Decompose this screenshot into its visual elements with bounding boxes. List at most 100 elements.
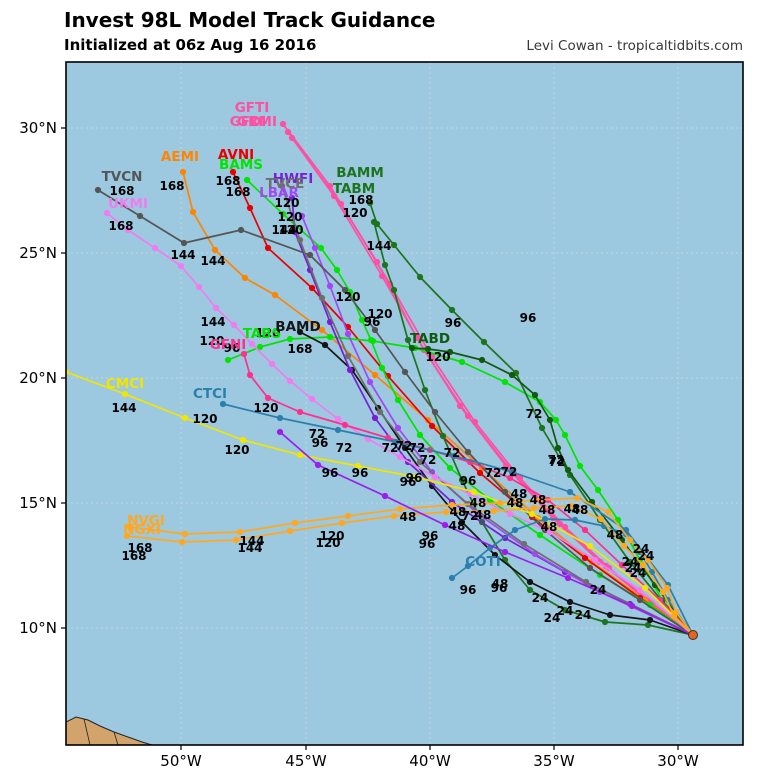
track-point: [446, 348, 454, 356]
hour-label: 24: [625, 561, 642, 575]
hour-label: 48: [607, 528, 624, 542]
track-point: [286, 527, 294, 535]
track-point: [308, 284, 316, 292]
track-point: [501, 378, 509, 386]
track-point: [151, 244, 159, 252]
track-point: [239, 436, 247, 444]
track-point: [390, 241, 398, 249]
track-point: [541, 515, 549, 523]
track-point: [573, 494, 581, 502]
start-point-marker: [688, 630, 698, 640]
page-title: Invest 98L Model Track Guidance: [64, 8, 436, 32]
hour-label: 48: [539, 503, 556, 517]
track-point: [123, 532, 131, 540]
track-point: [564, 574, 572, 582]
track-point: [103, 209, 111, 217]
track-point: [311, 244, 319, 252]
track-point: [636, 586, 644, 594]
track-point: [501, 488, 509, 496]
track-point: [366, 378, 374, 386]
model-label-UKMI: UKMI: [108, 196, 148, 212]
model-label-BAMD: BAMD: [275, 319, 320, 335]
track-point: [390, 286, 398, 294]
track-point: [341, 421, 349, 429]
track-point: [476, 469, 484, 477]
track-line: [373, 221, 694, 636]
hour-label: 120: [253, 401, 278, 415]
track-point: [237, 226, 245, 234]
track-point: [496, 499, 504, 507]
track-point: [178, 538, 186, 546]
track-point: [424, 345, 432, 353]
track-point: [526, 578, 534, 586]
hour-label: 96: [520, 311, 537, 325]
hour-label: 72: [462, 509, 479, 523]
hour-label: 96: [422, 529, 439, 543]
hour-label: 72: [549, 455, 566, 469]
track-point: [582, 578, 590, 586]
track-point: [561, 431, 569, 439]
track-point: [620, 542, 628, 550]
track-point: [501, 548, 509, 556]
track-unlabeled: [276, 428, 697, 639]
track-point: [591, 556, 599, 564]
track-point: [317, 244, 325, 252]
hour-label: 168: [287, 342, 312, 356]
track-point: [390, 512, 398, 520]
track-point: [659, 588, 667, 596]
hour-label: 72: [485, 466, 502, 480]
hour-label: 168: [348, 193, 373, 207]
hour-label: 144: [271, 223, 296, 237]
track-point: [212, 304, 220, 312]
model-label-COTI: COTI: [465, 554, 501, 570]
hour-label: 48: [400, 510, 417, 524]
hour-label: 24: [633, 542, 650, 556]
hour-label: 48: [572, 503, 589, 517]
track-point: [506, 510, 514, 518]
track-point: [448, 501, 456, 509]
track-point: [491, 551, 499, 559]
hour-label: 120: [224, 443, 249, 457]
track-point: [371, 371, 379, 379]
track-point: [416, 431, 424, 439]
track-point: [586, 542, 594, 550]
track-point: [346, 366, 354, 374]
track-point: [628, 602, 636, 610]
hour-label: 24: [630, 566, 647, 580]
track-point: [431, 408, 439, 416]
hour-label: 48: [449, 519, 466, 533]
hour-label: 120: [425, 350, 450, 364]
hour-label: 24: [622, 555, 639, 569]
track-point: [581, 526, 589, 534]
track-point: [276, 414, 284, 422]
track-point: [278, 182, 286, 190]
track-point: [219, 400, 227, 408]
hour-label: 120: [367, 307, 392, 321]
track-point: [177, 262, 185, 270]
track-point: [308, 395, 316, 403]
track-point: [337, 200, 345, 208]
hour-label: 120: [274, 196, 299, 210]
track-point: [408, 344, 416, 352]
hour-label: 96: [491, 581, 508, 595]
hour-label: 48: [492, 577, 509, 591]
track-point: [296, 408, 304, 416]
x-tick-label: 50°W: [160, 752, 202, 768]
track-point: [636, 596, 644, 604]
hour-label: 96: [352, 466, 369, 480]
hour-label: 120: [278, 223, 303, 237]
track-point: [561, 523, 569, 531]
track-point: [552, 416, 560, 424]
track-line: [451, 518, 694, 636]
track-point: [554, 444, 562, 452]
track-point: [344, 330, 352, 338]
track-point: [450, 452, 458, 460]
track-point: [344, 352, 352, 360]
model-label-NVGI: NVGI: [127, 513, 165, 529]
track-point: [506, 474, 514, 482]
track-point: [626, 558, 634, 566]
track-point: [276, 428, 284, 436]
track-point: [358, 316, 366, 324]
hour-label: 120: [192, 412, 217, 426]
